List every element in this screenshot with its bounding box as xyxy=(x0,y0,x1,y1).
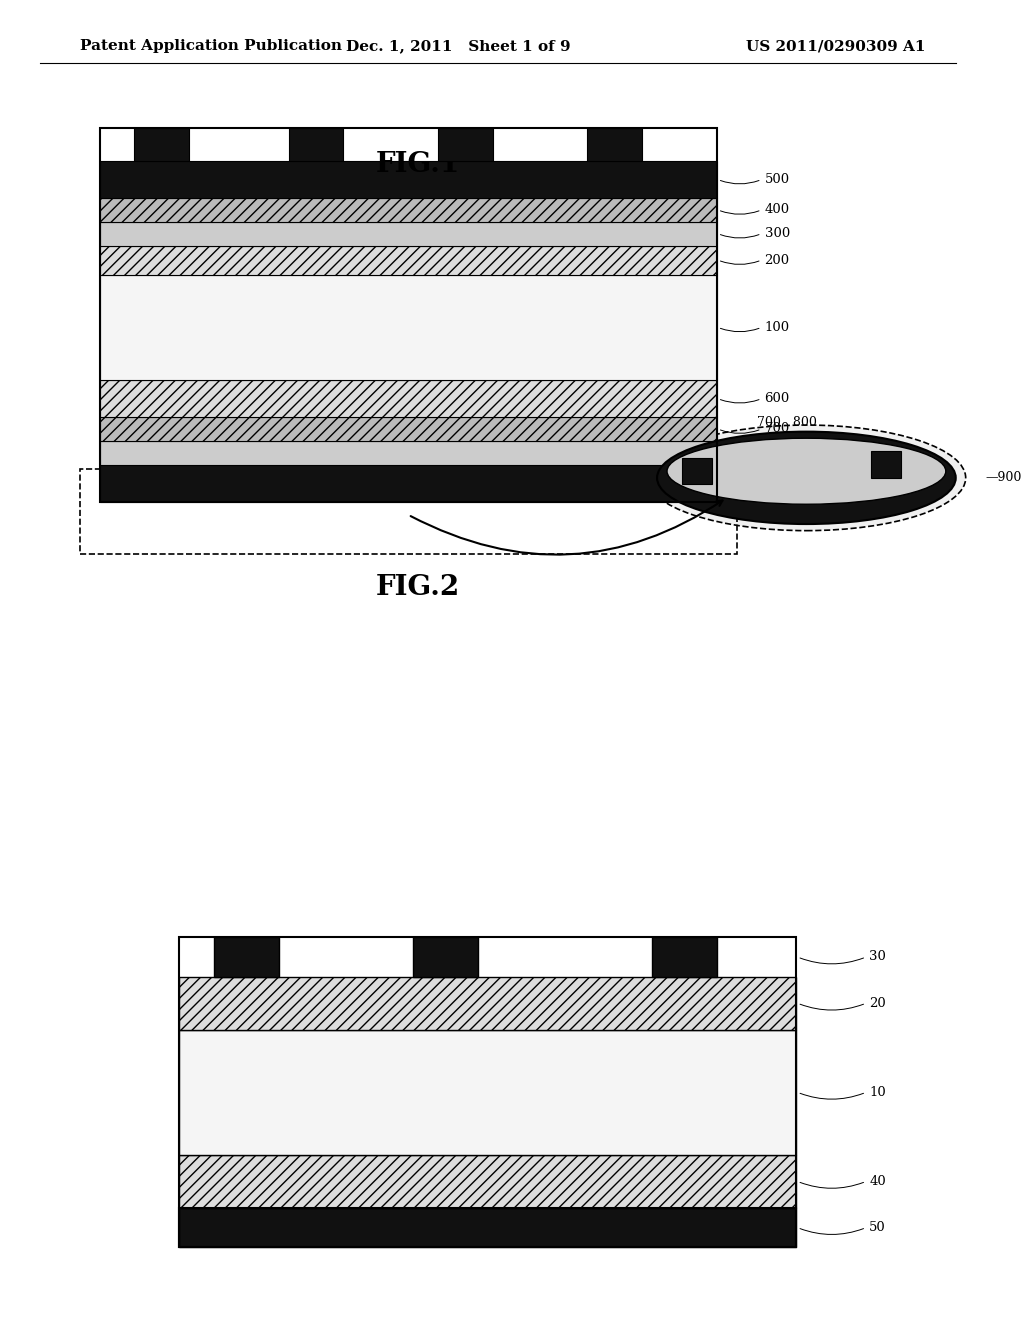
FancyBboxPatch shape xyxy=(682,458,712,484)
Ellipse shape xyxy=(647,425,966,531)
FancyBboxPatch shape xyxy=(289,128,343,161)
Text: 900: 900 xyxy=(765,477,790,490)
FancyBboxPatch shape xyxy=(214,937,279,977)
Text: 400: 400 xyxy=(765,203,790,216)
Text: 30: 30 xyxy=(869,950,886,964)
FancyBboxPatch shape xyxy=(99,161,717,198)
FancyBboxPatch shape xyxy=(413,937,478,977)
Text: US 2011/0290309 A1: US 2011/0290309 A1 xyxy=(746,40,926,53)
Text: FIG.2: FIG.2 xyxy=(376,574,460,601)
FancyBboxPatch shape xyxy=(179,1155,797,1208)
FancyBboxPatch shape xyxy=(179,977,797,1030)
FancyBboxPatch shape xyxy=(652,937,717,977)
Text: 700   800: 700 800 xyxy=(757,416,816,429)
FancyBboxPatch shape xyxy=(99,380,717,417)
FancyBboxPatch shape xyxy=(99,246,717,275)
Text: 200: 200 xyxy=(765,253,790,267)
FancyBboxPatch shape xyxy=(99,198,717,222)
FancyBboxPatch shape xyxy=(99,441,717,465)
Text: —900: —900 xyxy=(986,471,1022,484)
Text: 10: 10 xyxy=(869,1086,886,1098)
FancyBboxPatch shape xyxy=(871,451,901,478)
Text: FIG.1: FIG.1 xyxy=(376,152,460,178)
Text: 700: 700 xyxy=(765,422,790,436)
Text: 500: 500 xyxy=(765,173,790,186)
Text: 300: 300 xyxy=(765,227,790,240)
Text: 40: 40 xyxy=(869,1175,886,1188)
FancyBboxPatch shape xyxy=(179,1208,797,1247)
Ellipse shape xyxy=(667,438,946,504)
Text: 20: 20 xyxy=(869,997,886,1010)
FancyBboxPatch shape xyxy=(99,275,717,380)
FancyBboxPatch shape xyxy=(438,128,493,161)
Ellipse shape xyxy=(657,432,955,524)
Text: Dec. 1, 2011   Sheet 1 of 9: Dec. 1, 2011 Sheet 1 of 9 xyxy=(346,40,570,53)
Text: 600: 600 xyxy=(765,392,790,405)
Text: 800: 800 xyxy=(765,446,790,459)
Text: 100: 100 xyxy=(765,321,790,334)
FancyBboxPatch shape xyxy=(99,465,717,502)
FancyBboxPatch shape xyxy=(588,128,642,161)
Text: Patent Application Publication: Patent Application Publication xyxy=(80,40,342,53)
Text: 50: 50 xyxy=(869,1221,886,1234)
FancyBboxPatch shape xyxy=(179,1030,797,1155)
FancyBboxPatch shape xyxy=(99,417,717,441)
FancyBboxPatch shape xyxy=(134,128,189,161)
FancyBboxPatch shape xyxy=(99,222,717,246)
